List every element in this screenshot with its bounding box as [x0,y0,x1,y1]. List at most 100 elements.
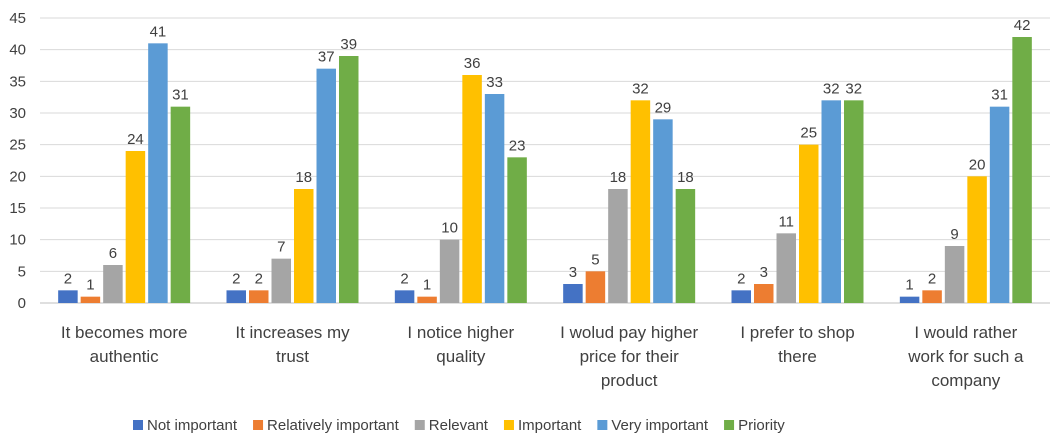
legend: Not important Relatively important Relevan… [133,417,785,434]
x-axis: It becomes more authentic It increases my t… [61,323,1024,390]
y-tick-label: 35 [9,73,26,90]
data-label: 39 [340,36,357,53]
bar [922,290,942,303]
bar [226,290,246,303]
data-label: 2 [255,270,263,287]
bar [507,157,527,303]
bar [394,290,415,303]
bar [125,151,146,303]
bar [563,284,583,303]
legend-swatch [724,420,735,430]
legend-swatch [503,420,514,430]
x-tick-label: I notice higher quality [407,323,514,366]
bar [675,189,696,303]
data-label: 2 [400,270,408,287]
legend-swatch [133,420,143,430]
data-label: 1 [423,277,431,294]
bar [103,265,123,303]
y-tick-label: 15 [9,200,26,217]
bar [731,290,751,303]
bar [417,296,437,303]
bar [844,100,864,303]
bar [989,106,1010,304]
bar [148,43,168,303]
data-label: 2 [232,270,240,287]
data-label: 32 [845,80,862,97]
data-label: 33 [486,74,503,91]
data-label: 32 [823,80,840,97]
bar [630,100,651,303]
data-label: 41 [150,23,167,40]
data-label: 1 [86,277,94,294]
bar [484,94,505,303]
data-label: 3 [760,264,768,281]
data-label: 37 [318,49,335,66]
data-label: 2 [64,270,72,287]
legend-label: Relatively important [267,417,400,434]
data-label: 1 [905,277,913,294]
x-tick-label: It increases my trust [235,323,350,366]
y-tick-label: 5 [18,263,26,280]
bar [776,233,796,303]
bar [821,100,841,303]
bar [967,176,987,303]
x-tick-label: I would rather work for such a company [907,323,1024,390]
data-label: 32 [632,80,649,97]
bar [80,296,101,303]
data-label: 25 [800,125,817,142]
legend-swatch [253,420,264,430]
bar [899,296,920,303]
bar [294,189,314,303]
legend-swatch [414,420,425,430]
data-label: 2 [928,270,936,287]
y-tick-label: 40 [9,42,26,59]
bar [271,258,291,303]
bar [170,106,191,304]
y-axis: 0 5 10 15 20 25 30 35 40 45 [9,10,26,312]
data-label: 42 [1014,17,1031,34]
bar [608,189,628,303]
y-tick-label: 20 [9,168,26,185]
bar [249,290,269,303]
data-label: 36 [464,55,481,72]
y-tick-label: 25 [9,137,26,154]
data-label: 23 [509,137,526,154]
bar [439,239,460,303]
y-tick-label: 10 [9,232,26,249]
bar [1012,37,1032,303]
bar [799,144,819,303]
legend-label: Very important [611,417,709,434]
data-label: 2 [737,270,745,287]
data-label: 7 [277,239,285,256]
bar [944,246,965,303]
data-label: 18 [295,169,312,186]
legend-swatch [597,420,608,430]
bar [653,119,673,303]
bars [58,37,1032,304]
data-label: 31 [172,87,189,104]
data-label: 6 [109,245,117,262]
bar [585,271,606,303]
x-tick-label: I wolud pay higher price for their product [560,323,698,390]
data-label: 29 [655,99,672,116]
data-label: 11 [778,213,794,230]
data-label: 10 [441,220,458,237]
legend-label: Priority [738,417,785,434]
data-label: 5 [591,251,599,268]
data-label: 24 [127,131,144,148]
bar [754,284,774,303]
data-label: 31 [991,87,1008,104]
legend-label: Not important [147,417,238,434]
y-tick-label: 45 [9,10,26,27]
data-label: 9 [950,226,958,243]
data-label: 3 [569,264,577,281]
bar [58,290,78,303]
data-label: 18 [610,169,627,186]
x-tick-label: I prefer to shop there [740,323,854,366]
gridlines [40,17,1050,304]
bar [339,56,359,303]
legend-label: Important [518,417,582,434]
bar [316,68,336,304]
